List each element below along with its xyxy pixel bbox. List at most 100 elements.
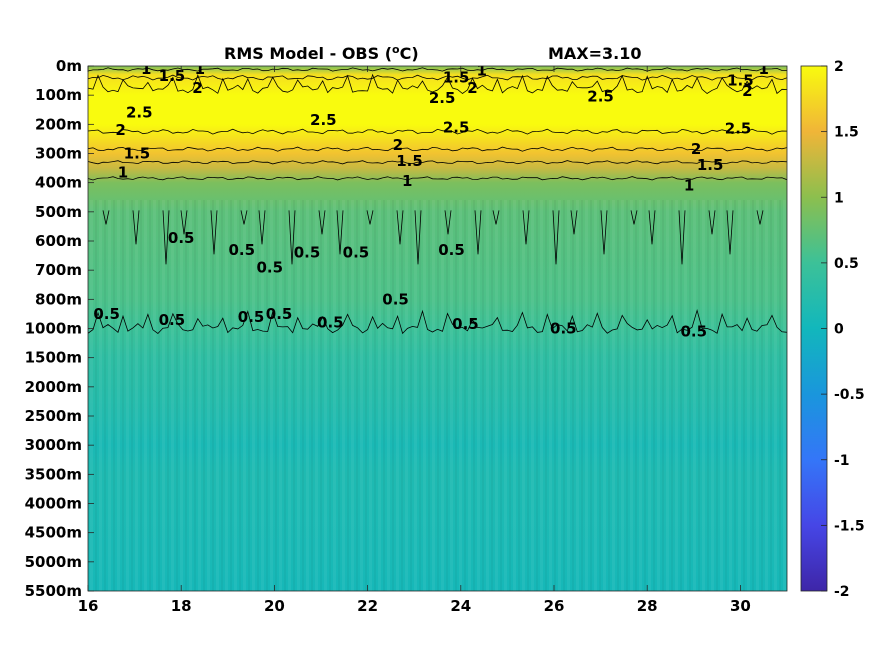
x-tick-label: 28: [637, 597, 658, 615]
colorbar-tick-label: 2: [834, 59, 844, 75]
colorbar-tick-label: 1: [834, 190, 844, 206]
contour-line: [88, 160, 787, 165]
contour-label: 0.5: [93, 305, 120, 323]
contour-label: 1: [141, 60, 151, 78]
colorbar-tick-label: 1.5: [834, 125, 859, 141]
y-tick-label: 5000m: [25, 553, 82, 571]
contour-label: 2.5: [310, 111, 337, 129]
max-label: MAX=3.10: [548, 44, 642, 63]
contour-line: [88, 67, 787, 72]
contour-labels: 1 1.5 122.521.512.521.511.5 122.52.52.52.51…: [93, 60, 769, 340]
contour-line: [88, 73, 787, 95]
contour-label: 1.5: [727, 72, 754, 90]
x-tick-label: 22: [357, 597, 378, 615]
colorbar-tick-label: -0.5: [834, 387, 865, 403]
colorbar-ticks: 2 1.5 1 0.5 0 -0.5 -1 -1.5 -2: [821, 59, 865, 600]
contour-label: 1: [402, 172, 412, 190]
contour-label: 1.5: [159, 67, 186, 85]
contour-label: 1.5: [697, 156, 724, 174]
contour-loop: [492, 210, 500, 225]
contour-loop: [366, 210, 374, 225]
contour-label: 1: [758, 60, 768, 78]
y-tick-label: 600m: [35, 232, 82, 250]
contour-label: 0.5: [382, 290, 409, 308]
contour-label: 0.5: [168, 229, 195, 247]
contour-loop: [648, 210, 656, 245]
contour-label: 2.5: [443, 118, 470, 136]
y-tick-label: 500m: [35, 203, 82, 221]
contour-loop: [162, 210, 170, 265]
contour-label: 1: [477, 61, 487, 79]
y-tick-label: 3000m: [25, 436, 82, 454]
contour-label: 0.5: [317, 314, 344, 332]
contour-line: [88, 308, 787, 335]
contour-loop: [336, 210, 344, 255]
plot-area: 1 1.5 122.521.512.521.511.5 122.52.52.52.51…: [88, 60, 787, 591]
y-tick-label: 100m: [35, 86, 82, 104]
contour-label: 2: [467, 79, 477, 97]
x-tick-label: 20: [264, 597, 285, 615]
contour-loop: [102, 210, 110, 225]
contour-label: 2: [115, 121, 125, 139]
contour-label: 2.5: [429, 89, 456, 107]
contour-line: [88, 74, 787, 81]
contour-loop: [258, 210, 266, 245]
contour-label: 2.5: [587, 88, 614, 106]
y-tick-label: 3500m: [25, 465, 82, 483]
y-tick-label: 4000m: [25, 495, 82, 513]
colorbar: [800, 65, 828, 592]
y-tick-label: 2500m: [25, 407, 82, 425]
contour-label: 1: [118, 163, 128, 181]
colorbar-tick-label: 0.5: [834, 256, 859, 272]
contour-label: 0.5: [550, 320, 577, 338]
contour-label: 0.5: [452, 315, 479, 333]
contour-label: 0.5: [294, 244, 321, 262]
contour-loop: [240, 210, 248, 225]
contour-loop: [288, 210, 296, 265]
contour-loop: [414, 210, 422, 265]
contour-label: 1: [684, 177, 694, 195]
contour-loop: [600, 210, 608, 255]
y-tick-label: 200m: [35, 115, 82, 133]
contour-line: [88, 176, 787, 181]
contour-loop: [474, 210, 482, 255]
contour-lines: [88, 67, 787, 335]
contour-label: 0.5: [438, 241, 465, 259]
contour-line: [88, 128, 787, 135]
contour-label: 0.5: [343, 244, 370, 262]
contour-line: [88, 146, 787, 152]
contour-label: 0.5: [228, 241, 255, 259]
x-tick-label: 30: [730, 597, 751, 615]
contour-label: 1.5: [396, 152, 423, 170]
contour-loop: [444, 210, 452, 235]
contour-loop: [396, 210, 404, 245]
y-tick-label: 1500m: [25, 349, 82, 367]
contour-label: 0.5: [238, 308, 265, 326]
x-axis: 16 18 20 22 24 26 28 30: [78, 66, 751, 615]
contour-label: 0.5: [159, 311, 186, 329]
y-tick-label: 800m: [35, 290, 82, 308]
y-tick-label: 300m: [35, 145, 82, 163]
contour-loop: [318, 210, 326, 235]
y-tick-label: 1000m: [25, 320, 82, 338]
contour-loop: [756, 210, 764, 225]
contour-loop: [708, 210, 716, 235]
contour-label: 1.5: [443, 69, 470, 87]
y-axis: 0m 100m 200m 300m 400m 500m 600m 700m 800m 1000m 1…: [25, 57, 94, 600]
contour-loop: [522, 210, 530, 245]
contour-label: 1: [195, 60, 205, 78]
y-tick-label: 5500m: [25, 582, 82, 600]
colorbar-tick-label: -2: [834, 584, 850, 600]
contour-label: 0.5: [681, 322, 708, 340]
contour-loop: [210, 210, 218, 255]
contour-loop: [678, 210, 686, 265]
y-tick-label: 4500m: [25, 524, 82, 542]
x-tick-label: 16: [78, 597, 99, 615]
y-tick-label: 700m: [35, 261, 82, 279]
contour-label: 1.5: [124, 145, 151, 163]
contour-loop: [630, 210, 638, 225]
contour-loop: [180, 210, 188, 235]
contour-loop: [726, 210, 734, 255]
contour-label: 2: [393, 136, 403, 154]
